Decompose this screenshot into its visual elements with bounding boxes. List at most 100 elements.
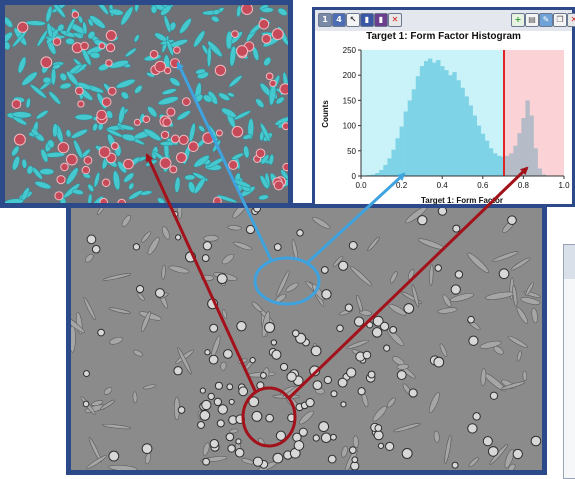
histogram-toolbar: 1 4 ↖ ▮ ▮ ✕ + ▤ ✎ ❐ ✕ <box>315 10 575 31</box>
segmented-elongated-cell <box>52 123 58 138</box>
round-cell <box>362 350 372 360</box>
histogram-bar <box>432 62 437 176</box>
select-icon[interactable]: ↖ <box>346 13 360 27</box>
segmented-round-cell <box>96 109 107 121</box>
round-cell <box>498 268 510 280</box>
elongated-cell <box>522 370 528 382</box>
round-cell <box>252 456 263 467</box>
segmented-elongated-cell <box>92 123 98 132</box>
round-cell <box>264 321 276 333</box>
chart-icon[interactable]: ▮ <box>360 13 374 27</box>
round-cell <box>452 224 461 233</box>
elongated-cell <box>332 255 344 268</box>
histogram-bar <box>440 66 445 176</box>
round-cell <box>296 229 304 237</box>
elongated-cell <box>312 216 331 230</box>
histogram-bar <box>375 172 380 176</box>
toolbar-button-4[interactable]: 4 <box>332 13 346 27</box>
elongated-cell <box>428 392 440 414</box>
segmented-elongated-cell <box>243 145 250 159</box>
delete-icon[interactable]: ✕ <box>388 13 402 27</box>
round-cell <box>467 315 475 324</box>
segmented-elongated-cell <box>45 6 53 23</box>
segmented-round-cell <box>169 165 178 174</box>
round-cell <box>236 320 247 332</box>
y-tick-label: 150 <box>343 96 357 105</box>
histogram-bar <box>452 72 457 176</box>
round-cell <box>512 448 523 460</box>
round-cell <box>385 441 395 452</box>
segmented-round-cell <box>105 59 113 67</box>
document-icon[interactable]: ▤ <box>525 13 539 27</box>
y-axis-label: Counts <box>321 100 330 128</box>
histogram-bar <box>415 76 421 176</box>
round-cell <box>201 399 212 411</box>
segmented-elongated-cell <box>247 118 254 140</box>
segmented-elongated-cell <box>125 47 137 57</box>
segmented-elongated-cell <box>280 169 289 180</box>
histogram-bar <box>436 60 441 176</box>
y-tick-label: 50 <box>347 147 356 156</box>
histogram-bar <box>517 133 522 176</box>
elongated-cell <box>202 442 210 456</box>
segmented-elongated-cell <box>207 46 212 68</box>
round-cell <box>433 356 445 368</box>
elongated-cell <box>493 345 504 355</box>
segmented-elongated-cell <box>42 76 52 84</box>
elongated-cell <box>141 311 151 333</box>
round-cell <box>310 345 322 357</box>
round-cell <box>132 243 141 251</box>
segmented-elongated-cell <box>106 128 123 138</box>
segmented-elongated-cell <box>74 113 94 121</box>
histogram-bar <box>379 169 384 176</box>
elongated-cell <box>299 410 314 425</box>
round-cell <box>371 327 383 338</box>
histogram-bar <box>391 149 396 176</box>
segmented-elongated-cell <box>12 156 20 171</box>
round-cell <box>312 380 323 391</box>
close-icon[interactable]: ✕ <box>567 13 575 27</box>
toolbar-button-1[interactable]: 1 <box>318 13 332 27</box>
round-cell <box>209 323 219 333</box>
round-cell <box>348 446 357 454</box>
side-window-titlebar <box>564 245 575 279</box>
x-tick-label: 0.0 <box>355 181 367 190</box>
elongated-cell <box>350 266 373 287</box>
segmented-round-cell <box>173 46 181 54</box>
round-cell <box>487 446 499 457</box>
round-cell <box>286 371 297 382</box>
segmented-round-cell <box>231 30 239 38</box>
elongated-cell <box>161 226 170 240</box>
segmented-round-cell <box>98 42 106 50</box>
round-cell <box>226 383 234 391</box>
edit-icon[interactable]: ✎ <box>539 13 553 27</box>
segmented-elongated-cell <box>89 15 106 29</box>
round-cell <box>467 423 478 434</box>
blue-highlight-circle <box>253 256 321 306</box>
round-cell <box>450 284 461 295</box>
round-cell <box>396 370 407 380</box>
histogram-bar <box>383 164 388 176</box>
elongated-cell <box>450 293 474 302</box>
round-cell <box>214 381 223 390</box>
segmented-elongated-cell <box>65 18 76 35</box>
histogram-bar <box>468 105 473 176</box>
segmented-elongated-cell <box>193 30 206 48</box>
add-icon[interactable]: + <box>511 13 525 27</box>
segmented-elongated-cell <box>12 111 32 119</box>
round-cell <box>91 244 101 254</box>
round-cell <box>321 289 332 300</box>
elongated-cell <box>312 283 325 301</box>
round-cell <box>174 234 182 241</box>
round-cell <box>346 367 357 378</box>
segmented-round-cell <box>187 141 199 152</box>
elongated-cell <box>91 400 104 407</box>
segmented-round-cell <box>271 28 284 41</box>
y-tick-label: 100 <box>343 122 357 131</box>
copy-icon[interactable]: ❐ <box>553 13 567 27</box>
round-cell <box>197 421 205 429</box>
segmented-elongated-cell <box>128 182 135 190</box>
palette-icon[interactable]: ▮ <box>374 13 388 27</box>
segmented-elongated-cell <box>260 122 271 142</box>
histogram-bar <box>464 96 469 176</box>
